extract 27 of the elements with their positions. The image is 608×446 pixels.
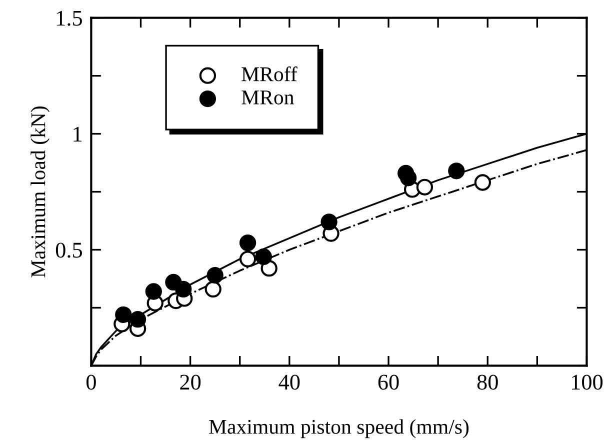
x-tick-label: 80 — [477, 374, 498, 390]
point — [175, 280, 192, 298]
point — [416, 178, 434, 196]
x-tick-label: 20 — [180, 374, 201, 390]
y-axis-title: Maximum load (kN) — [30, 106, 50, 278]
y-tick-label: 0.5 — [56, 242, 82, 258]
legend-label: MRoff — [242, 66, 298, 82]
x-tick-label: 60 — [378, 374, 399, 390]
point — [115, 306, 132, 324]
point — [448, 162, 465, 180]
y-tick-label: 1 — [74, 126, 82, 142]
point — [145, 283, 162, 300]
point — [206, 266, 224, 284]
x-tick-label: 40 — [278, 374, 300, 390]
legend-label: MRon — [242, 90, 294, 104]
point — [239, 250, 256, 268]
point — [129, 311, 146, 328]
point — [474, 174, 491, 191]
point — [239, 234, 256, 252]
x-axis-title: Maximum piston speed (mm/s) — [209, 419, 469, 438]
y-tick-label: 1.5 — [57, 10, 82, 26]
point — [255, 248, 272, 266]
x-tick-label: 0 — [86, 374, 96, 390]
point — [320, 214, 338, 230]
point — [400, 170, 417, 186]
x-tick-label: 100 — [572, 374, 603, 390]
point — [204, 280, 222, 298]
